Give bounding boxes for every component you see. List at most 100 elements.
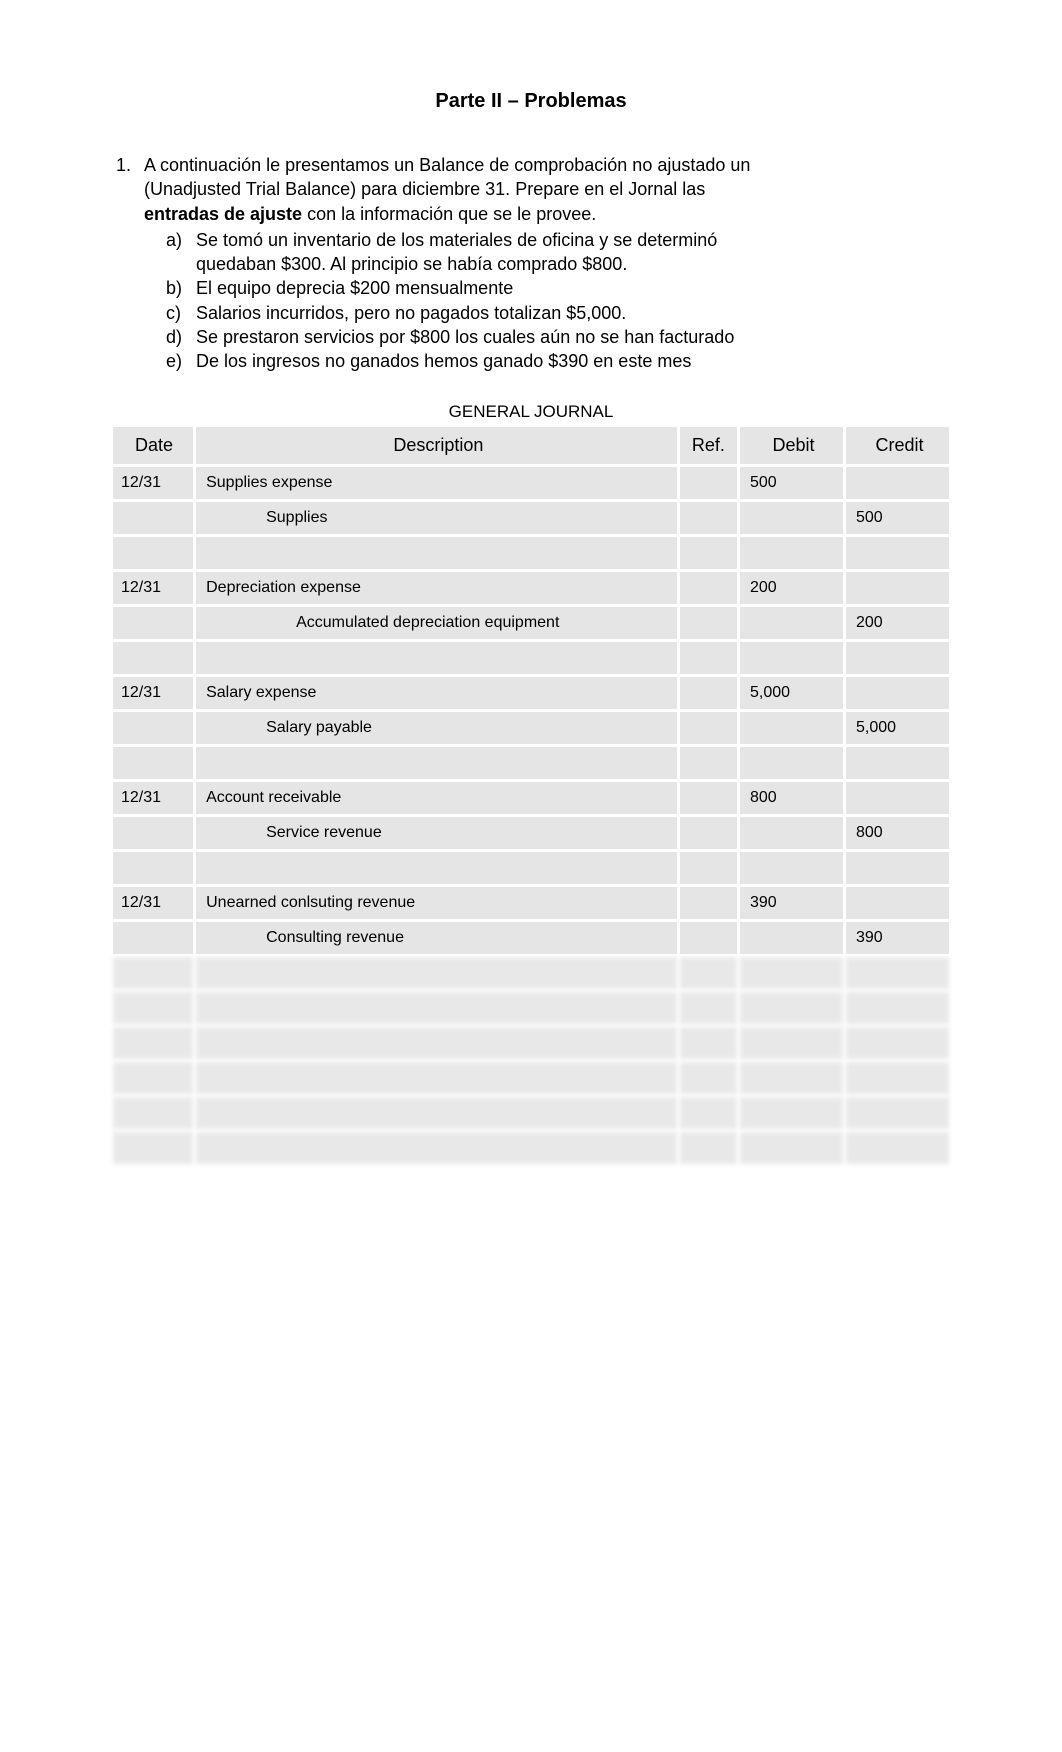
cell-date — [113, 502, 193, 534]
sub-item-spacer — [166, 252, 196, 276]
table-row: Accumulated depreciation equipment 200 — [113, 607, 949, 639]
cell-date — [113, 1027, 193, 1059]
cell-date: 12/31 — [113, 887, 193, 919]
sub-item: d)Se prestaron servicios por $800 los cu… — [144, 325, 952, 349]
cell-ref — [680, 607, 737, 639]
problem-block: 1. A continuación le presentamos un Bala… — [110, 153, 952, 374]
cell-debit — [740, 957, 843, 989]
cell-credit — [846, 1097, 949, 1129]
table-row — [113, 747, 949, 779]
cell-credit — [846, 467, 949, 499]
cell-ref — [680, 1132, 737, 1164]
cell-date — [113, 817, 193, 849]
cell-debit: 500 — [740, 467, 843, 499]
cell-debit — [740, 852, 843, 884]
cell-description: Account receivable — [196, 782, 677, 814]
cell-credit: 5,000 — [846, 712, 949, 744]
cell-description — [196, 1097, 677, 1129]
cell-credit — [846, 957, 949, 989]
cell-credit — [846, 1027, 949, 1059]
table-row — [113, 992, 949, 1024]
table-title: GENERAL JOURNAL — [110, 402, 952, 422]
table-row — [113, 642, 949, 674]
sub-item: e)De los ingresos no ganados hemos ganad… — [144, 349, 952, 373]
table-row: Consulting revenue390 — [113, 922, 949, 954]
cell-description: Accumulated depreciation equipment — [196, 607, 677, 639]
sub-list: a)Se tomó un inventario de los materiale… — [144, 228, 952, 374]
cell-credit — [846, 887, 949, 919]
sub-item-text: El equipo deprecia $200 mensualmente — [196, 276, 952, 300]
cell-date — [113, 1062, 193, 1094]
table-row: 12/31Supplies expense500 — [113, 467, 949, 499]
cell-description: Unearned conlsuting revenue — [196, 887, 677, 919]
table-row — [113, 852, 949, 884]
cell-description — [196, 1027, 677, 1059]
cell-date — [113, 747, 193, 779]
problem-number: 1. — [110, 153, 144, 374]
table-row: Salary payable5,000 — [113, 712, 949, 744]
table-row: 12/31Salary expense5,000 — [113, 677, 949, 709]
sub-item-text: Se prestaron servicios por $800 los cual… — [196, 325, 952, 349]
problem-body: A continuación le presentamos un Balance… — [144, 153, 952, 374]
cell-debit: 390 — [740, 887, 843, 919]
table-row — [113, 1062, 949, 1094]
cell-debit: 5,000 — [740, 677, 843, 709]
cell-ref — [680, 782, 737, 814]
cell-date — [113, 922, 193, 954]
cell-debit — [740, 1062, 843, 1094]
table-row — [113, 537, 949, 569]
cell-description: Supplies expense — [196, 467, 677, 499]
cell-ref — [680, 572, 737, 604]
cell-description — [196, 1062, 677, 1094]
cell-credit: 500 — [846, 502, 949, 534]
header-ref: Ref. — [680, 427, 737, 464]
cell-ref — [680, 642, 737, 674]
table-row: 12/31Account receivable800 — [113, 782, 949, 814]
page-title: Parte II – Problemas — [110, 90, 952, 113]
header-debit: Debit — [740, 427, 843, 464]
table-header-row: Date Description Ref. Debit Credit — [113, 427, 949, 464]
cell-debit — [740, 1097, 843, 1129]
cell-ref — [680, 992, 737, 1024]
table-row: Supplies 500 — [113, 502, 949, 534]
header-credit: Credit — [846, 427, 949, 464]
cell-credit — [846, 642, 949, 674]
cell-debit — [740, 992, 843, 1024]
cell-date: 12/31 — [113, 572, 193, 604]
problem-intro-line2: (Unadjusted Trial Balance) para diciembr… — [144, 179, 705, 199]
cell-credit — [846, 782, 949, 814]
table-row: 12/31Depreciation expense200 — [113, 572, 949, 604]
sub-item-letter: e) — [166, 349, 196, 373]
cell-date — [113, 537, 193, 569]
cell-credit — [846, 1132, 949, 1164]
cell-description — [196, 852, 677, 884]
cell-credit — [846, 747, 949, 779]
cell-description: Supplies — [196, 502, 677, 534]
sub-item: b)El equipo deprecia $200 mensualmente — [144, 276, 952, 300]
cell-date — [113, 642, 193, 674]
cell-date — [113, 712, 193, 744]
cell-credit — [846, 992, 949, 1024]
cell-debit: 800 — [740, 782, 843, 814]
cell-credit — [846, 852, 949, 884]
cell-ref — [680, 747, 737, 779]
cell-credit: 200 — [846, 607, 949, 639]
problem-intro-line3-rest: con la información que se le provee. — [302, 204, 596, 224]
cell-debit — [740, 502, 843, 534]
cell-ref — [680, 1027, 737, 1059]
cell-debit — [740, 747, 843, 779]
cell-date — [113, 1132, 193, 1164]
cell-debit — [740, 1132, 843, 1164]
cell-date — [113, 1097, 193, 1129]
problem-intro-line3-bold: entradas de ajuste — [144, 204, 302, 224]
cell-description — [196, 1132, 677, 1164]
cell-date: 12/31 — [113, 677, 193, 709]
cell-ref — [680, 537, 737, 569]
table-row — [113, 1097, 949, 1129]
cell-description — [196, 992, 677, 1024]
cell-credit — [846, 572, 949, 604]
cell-description — [196, 957, 677, 989]
header-date: Date — [113, 427, 193, 464]
cell-description: Depreciation expense — [196, 572, 677, 604]
cell-date — [113, 607, 193, 639]
